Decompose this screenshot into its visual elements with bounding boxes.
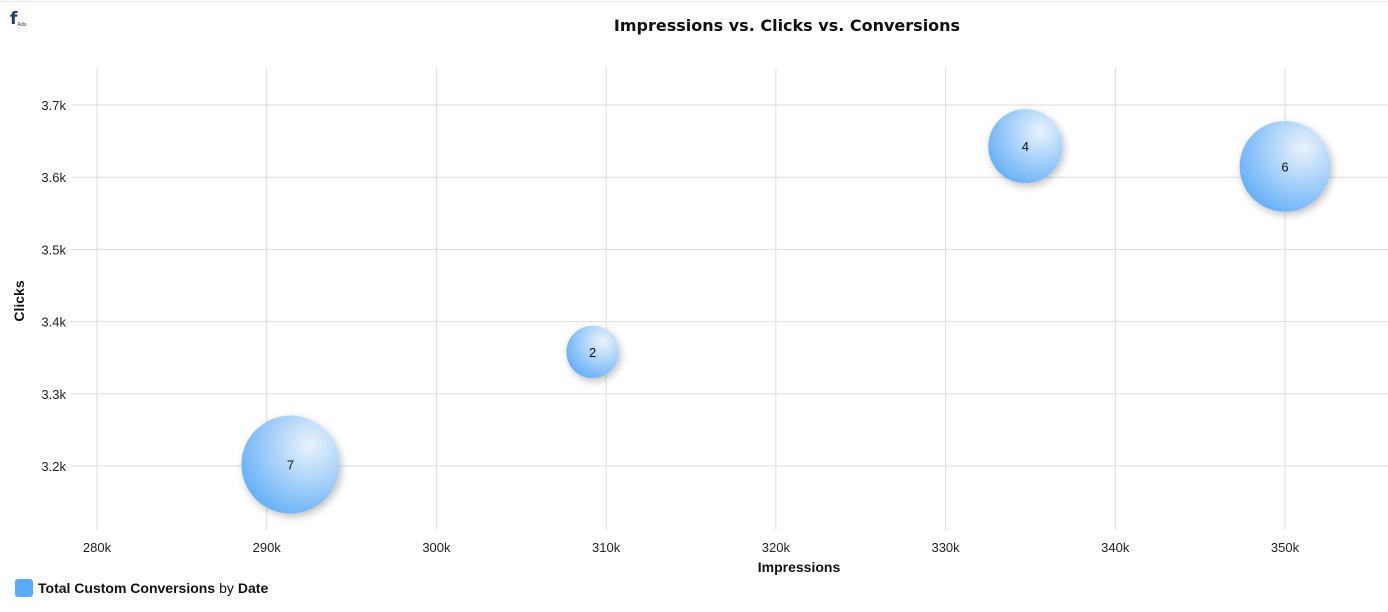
chart-title: Impressions vs. Clicks vs. Conversions — [613, 16, 961, 35]
legend-metric: Total Custom Conversions — [38, 580, 216, 596]
y-tick-label: 3.4k — [41, 315, 66, 330]
bubble-label: 4 — [1022, 139, 1029, 154]
logo-letter: f — [10, 9, 18, 29]
x-tick-label: 310k — [592, 540, 621, 555]
bubble[interactable] — [1239, 121, 1331, 212]
bubble[interactable] — [988, 109, 1063, 184]
bubble-point[interactable]: 7 — [241, 415, 340, 514]
y-tick-label: 3.3k — [41, 387, 66, 402]
x-axis-title: Impressions — [758, 559, 841, 575]
bubbles: 7 2 4 6 — [241, 109, 1331, 514]
axis-ticks: 280k 290k 300k 310k 320k 330k 340k 350k 3.2k 3.3k… — [41, 98, 1299, 555]
grid — [71, 68, 1388, 530]
bubble-label: 6 — [1281, 159, 1288, 174]
x-tick-label: 280k — [83, 540, 112, 555]
x-tick-label: 300k — [422, 540, 451, 555]
logo-sub: Ads — [17, 22, 27, 28]
y-tick-label: 3.7k — [41, 98, 66, 113]
legend-swatch — [15, 579, 33, 597]
legend-dimension: Date — [237, 580, 269, 596]
x-tick-label: 340k — [1101, 540, 1130, 555]
brand-logo: f Ads — [10, 9, 27, 29]
bubble[interactable] — [241, 415, 340, 514]
x-tick-label: 350k — [1271, 540, 1300, 555]
bubble-point[interactable]: 2 — [566, 325, 619, 379]
legend-by: by — [219, 580, 234, 596]
y-tick-label: 3.5k — [41, 242, 66, 257]
y-tick-label: 3.2k — [41, 459, 66, 474]
y-tick-label: 3.6k — [41, 170, 66, 185]
y-axis-title: Clicks — [11, 280, 27, 321]
bubble-point[interactable]: 4 — [988, 109, 1063, 184]
legend[interactable]: Total Custom Conversions by Date — [15, 579, 268, 597]
bubble[interactable] — [566, 325, 619, 379]
bubble-label: 2 — [589, 345, 596, 360]
bubble-label: 7 — [287, 458, 294, 473]
top-rule — [0, 1, 1388, 2]
x-tick-label: 290k — [253, 540, 282, 555]
x-tick-label: 320k — [762, 540, 791, 555]
x-tick-label: 330k — [931, 540, 960, 555]
bubble-point[interactable]: 6 — [1239, 121, 1331, 212]
